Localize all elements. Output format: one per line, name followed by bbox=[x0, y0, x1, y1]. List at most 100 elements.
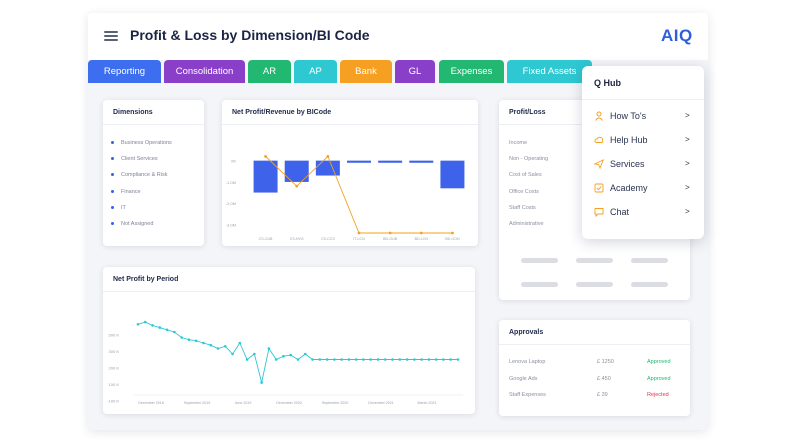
line-point bbox=[194, 339, 198, 343]
y-tick-label: 300 K bbox=[109, 349, 120, 354]
bar bbox=[315, 160, 340, 176]
bicode-chart-title: Net Profit/Revenue by BICode bbox=[232, 109, 332, 116]
x-tick-label: December 2018 bbox=[138, 401, 164, 405]
approval-row[interactable]: Staff Expenses £ 39 Rejected bbox=[509, 392, 669, 398]
dimension-item[interactable]: Client Services bbox=[111, 156, 158, 162]
line-point bbox=[238, 341, 242, 345]
placeholder-bar bbox=[631, 282, 668, 287]
y-tick-label: 0K bbox=[231, 159, 236, 164]
dimension-item[interactable]: IT bbox=[111, 205, 126, 211]
pl-item[interactable]: Income bbox=[509, 140, 528, 146]
qhub-item-howtos[interactable]: How To's > bbox=[594, 110, 694, 124]
y-tick-label: 500 K bbox=[109, 333, 120, 338]
x-tick-label: CS-CUB bbox=[259, 237, 273, 241]
approvals-card: Approvals Lenova Laptop £ 1250 Approved … bbox=[499, 320, 690, 416]
line-point bbox=[216, 347, 220, 350]
line-point bbox=[274, 358, 278, 361]
line-point bbox=[267, 347, 271, 350]
x-tick-label: BD-LCN bbox=[415, 237, 429, 241]
tab-consolidation[interactable]: Consolidation bbox=[164, 60, 245, 83]
bicode-chart-card: Net Profit/Revenue by BICode 0K -1.0M -2.0… bbox=[222, 100, 478, 246]
x-tick-label: June 2019 bbox=[235, 401, 252, 405]
line-point bbox=[223, 345, 227, 348]
checkbox-icon bbox=[594, 183, 604, 193]
dimension-item[interactable]: Not Assigned bbox=[111, 221, 153, 227]
line-point bbox=[245, 358, 249, 361]
bar bbox=[409, 160, 434, 163]
bar bbox=[347, 160, 371, 163]
placeholder-bar bbox=[631, 258, 668, 263]
placeholder-bar bbox=[576, 258, 613, 263]
x-tick-label: December 2020 bbox=[276, 401, 302, 405]
line-point bbox=[398, 358, 402, 361]
approval-row[interactable]: Google Ads £ 450 Approved bbox=[509, 376, 671, 382]
line-point bbox=[325, 358, 329, 361]
x-tick-label: CS-CCS bbox=[321, 237, 335, 241]
tab-bank[interactable]: Bank bbox=[340, 60, 392, 83]
y-tick-label: 200 K bbox=[109, 366, 120, 371]
chat-icon bbox=[594, 208, 604, 217]
approvals-title: Approvals bbox=[509, 329, 544, 336]
period-chart-card: Net Profit by Period 500 K 300 K 200 K 100 … bbox=[103, 267, 475, 414]
line-point bbox=[383, 358, 387, 361]
y-tick-label: 100 K bbox=[109, 382, 120, 387]
line-point bbox=[420, 358, 423, 361]
tab-reporting[interactable]: Reporting bbox=[88, 60, 161, 83]
tab-expenses[interactable]: Expenses bbox=[439, 60, 504, 83]
pl-item[interactable]: Non - Operating bbox=[509, 156, 549, 162]
line-point bbox=[449, 358, 453, 361]
pl-item[interactable]: Administrative bbox=[509, 221, 544, 227]
line-point bbox=[326, 154, 330, 158]
page-title: Profit & Loss by Dimension/BI Code bbox=[130, 27, 370, 43]
qhub-panel: Q Hub How To's > Help Hub > Services > Acad… bbox=[582, 66, 704, 239]
placeholder-bar bbox=[521, 282, 558, 287]
x-tick-label: CS-HVG bbox=[290, 237, 304, 241]
line-point bbox=[260, 381, 263, 384]
y-tick-label: -100 K bbox=[107, 399, 119, 404]
line-point bbox=[434, 358, 438, 361]
line-point bbox=[391, 358, 394, 361]
aiq-logo[interactable]: AIQ bbox=[661, 26, 693, 45]
line-point bbox=[388, 231, 392, 235]
qhub-item-academy[interactable]: Academy > bbox=[594, 182, 694, 196]
pl-item[interactable]: Office Costs bbox=[509, 189, 539, 195]
line-point bbox=[311, 358, 314, 361]
x-tick-label: September 2019 bbox=[184, 401, 211, 405]
line-point bbox=[180, 336, 183, 339]
qhub-item-services[interactable]: Services > bbox=[594, 158, 694, 172]
x-tick-label: December 2021 bbox=[368, 401, 394, 405]
tab-ar[interactable]: AR bbox=[248, 60, 291, 83]
line-point bbox=[165, 328, 169, 332]
dimension-item[interactable]: Finance bbox=[111, 189, 141, 195]
line-point bbox=[202, 341, 205, 345]
approval-row[interactable]: Lenova Laptop £ 1250 Approved bbox=[509, 359, 671, 365]
line-point bbox=[151, 324, 154, 327]
status-badge: Approved bbox=[647, 376, 671, 382]
send-icon bbox=[594, 159, 604, 169]
qhub-item-helphub[interactable]: Help Hub > bbox=[594, 134, 694, 148]
qhub-title: Q Hub bbox=[594, 78, 621, 88]
line-point bbox=[289, 353, 293, 357]
tab-fixed-assets[interactable]: Fixed Assets bbox=[507, 60, 592, 83]
dimension-item[interactable]: Compliance & Risk bbox=[111, 172, 167, 178]
line-point bbox=[405, 358, 409, 361]
pl-item[interactable]: Cost of Sales bbox=[509, 172, 542, 178]
dimension-item[interactable]: Business Operations bbox=[111, 140, 172, 146]
dimensions-card: Dimensions Business Operations Client Se… bbox=[103, 100, 204, 246]
line-point bbox=[253, 352, 256, 356]
menu-icon[interactable] bbox=[104, 31, 118, 41]
tab-gl[interactable]: GL bbox=[395, 60, 435, 83]
bicode-chart: 0K -1.0M -2.0M -3.0M CS-CUB CS-HVG CS-CCS IT-LC… bbox=[226, 154, 465, 241]
line-point bbox=[296, 358, 300, 361]
pl-item[interactable]: Staff Costs bbox=[509, 205, 536, 211]
tab-ap[interactable]: AP bbox=[294, 60, 337, 83]
status-badge: Approved bbox=[647, 359, 671, 365]
y-tick-label: -1.0M bbox=[226, 180, 236, 185]
bar bbox=[440, 160, 465, 189]
x-tick-label: BD-GON bbox=[445, 237, 460, 241]
bar bbox=[253, 160, 278, 193]
line-point bbox=[419, 231, 423, 235]
cloud-icon bbox=[594, 136, 604, 143]
person-icon bbox=[595, 111, 603, 121]
qhub-item-chat[interactable]: Chat > bbox=[594, 206, 694, 220]
